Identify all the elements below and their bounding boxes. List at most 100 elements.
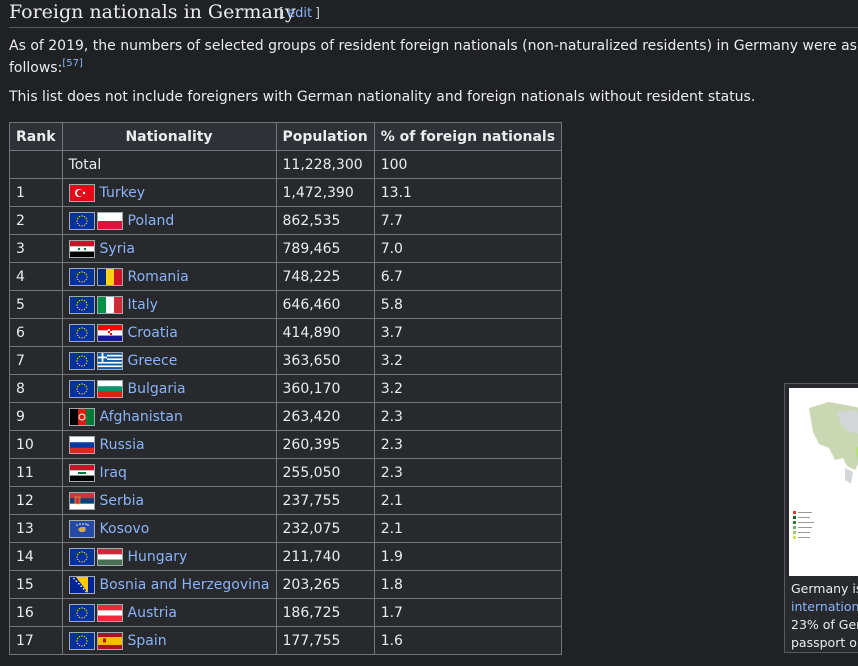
flag[interactable] bbox=[68, 519, 95, 538]
eu-flag-icon bbox=[68, 211, 95, 230]
country-link[interactable]: Kosovo bbox=[99, 520, 150, 537]
population-cell: 363,650 bbox=[275, 346, 375, 375]
table-row: 15 Bosnia and Herzegovina 203,265 1.8 bbox=[9, 570, 563, 599]
flag[interactable] bbox=[68, 407, 95, 426]
table-row: 10 Russia 260,395 2.3 bbox=[9, 430, 563, 459]
edit-bracket-close: ] bbox=[315, 6, 321, 21]
country-link[interactable]: Bosnia and Herzegovina bbox=[99, 576, 270, 593]
flag[interactable] bbox=[68, 295, 123, 314]
percent-cell: 3.2 bbox=[373, 346, 563, 375]
foreign-nationals-table: Rank Nationality Population % of foreign… bbox=[9, 122, 563, 655]
syria-flag-icon bbox=[68, 239, 95, 258]
world-map-image[interactable] bbox=[789, 388, 858, 576]
percent-header[interactable]: % of foreign nationals bbox=[373, 122, 563, 151]
rank-cell: 2 bbox=[9, 206, 63, 235]
country-link[interactable]: Austria bbox=[127, 604, 177, 621]
rank-cell: 17 bbox=[9, 626, 63, 655]
nationality-header[interactable]: Nationality bbox=[61, 122, 277, 151]
country-link[interactable]: Bulgaria bbox=[127, 380, 186, 397]
rank-cell: 12 bbox=[9, 486, 63, 515]
nationality: Poland bbox=[68, 211, 270, 230]
nationality: Romania bbox=[68, 267, 270, 286]
country-link[interactable]: Spain bbox=[127, 632, 167, 649]
flag[interactable] bbox=[68, 603, 123, 622]
nationality-cell: Italy bbox=[61, 290, 277, 319]
caption-link[interactable]: internation bbox=[791, 599, 858, 614]
flag[interactable] bbox=[68, 267, 123, 286]
romania-flag-icon bbox=[96, 267, 123, 286]
world-map-icon bbox=[789, 388, 858, 576]
reference-link[interactable]: [57] bbox=[62, 58, 83, 69]
country-link[interactable]: Italy bbox=[127, 296, 158, 313]
population-header[interactable]: Population bbox=[275, 122, 375, 151]
caption-line-3: 23% of Ger bbox=[791, 617, 858, 632]
rank-header[interactable]: Rank bbox=[9, 122, 63, 151]
country-link[interactable]: Poland bbox=[127, 212, 175, 229]
country-link[interactable]: Afghanistan bbox=[99, 408, 183, 425]
country-link[interactable]: Iraq bbox=[99, 464, 127, 481]
nationality-cell: Austria bbox=[61, 598, 277, 627]
spain-flag-icon bbox=[96, 631, 123, 650]
flag[interactable] bbox=[68, 575, 95, 594]
nationality: Turkey bbox=[68, 183, 270, 202]
nationality: Hungary bbox=[68, 547, 270, 566]
iraq-flag-icon bbox=[68, 463, 95, 482]
flag[interactable] bbox=[68, 323, 123, 342]
rank-cell: 13 bbox=[9, 514, 63, 543]
flag[interactable] bbox=[68, 239, 95, 258]
table-row: 8 Bulgaria 360,170 3.2 bbox=[9, 374, 563, 403]
section-title: Foreign nationals in Germany bbox=[9, 1, 296, 23]
nationality-cell: Afghanistan bbox=[61, 402, 277, 431]
nationality: Kosovo bbox=[68, 519, 270, 538]
nationality-cell: Croatia bbox=[61, 318, 277, 347]
nationality-cell: Serbia bbox=[61, 486, 277, 515]
caption-line-1: Germany is bbox=[791, 581, 858, 596]
percent-cell: 7.0 bbox=[373, 234, 563, 263]
table-row: 5 Italy 646,460 5.8 bbox=[9, 290, 563, 319]
country-link[interactable]: Serbia bbox=[99, 492, 145, 509]
population-cell: 232,075 bbox=[275, 514, 375, 543]
flag[interactable] bbox=[68, 631, 123, 650]
country-link[interactable]: Romania bbox=[127, 268, 189, 285]
rank-cell: 10 bbox=[9, 430, 63, 459]
percent-cell: 1.9 bbox=[373, 542, 563, 571]
flag[interactable] bbox=[68, 463, 95, 482]
flag[interactable] bbox=[68, 183, 95, 202]
eu-flag-icon bbox=[68, 603, 95, 622]
nationality-cell: Turkey bbox=[61, 178, 277, 207]
country-link[interactable]: Hungary bbox=[127, 548, 188, 565]
percent-cell: 3.7 bbox=[373, 318, 563, 347]
population-cell: 360,170 bbox=[275, 374, 375, 403]
table-row: 6 Croatia 414,890 3.7 bbox=[9, 318, 563, 347]
flag[interactable] bbox=[68, 435, 95, 454]
table-row: 13 Kosovo 232,075 2.1 bbox=[9, 514, 563, 543]
turkey-flag-icon bbox=[68, 183, 95, 202]
country-link[interactable]: Russia bbox=[99, 436, 145, 453]
flag[interactable] bbox=[68, 211, 123, 230]
reference-superscript: [57] bbox=[62, 58, 83, 69]
country-link[interactable]: Croatia bbox=[127, 324, 178, 341]
afghanistan-flag-icon bbox=[68, 407, 95, 426]
flag[interactable] bbox=[68, 379, 123, 398]
total-label: Total bbox=[61, 150, 277, 179]
edit-link[interactable]: edit bbox=[287, 6, 313, 21]
percent-cell: 2.1 bbox=[373, 514, 563, 543]
flag[interactable] bbox=[68, 547, 123, 566]
eu-flag-icon bbox=[68, 295, 95, 314]
percent-cell: 1.7 bbox=[373, 598, 563, 627]
population-cell: 263,420 bbox=[275, 402, 375, 431]
table-row: 3 Syria 789,465 7.0 bbox=[9, 234, 563, 263]
nationality: Afghanistan bbox=[68, 407, 270, 426]
country-link[interactable]: Turkey bbox=[99, 184, 146, 201]
population-cell: 789,465 bbox=[275, 234, 375, 263]
caption-line-4: passport or bbox=[791, 635, 858, 650]
country-link[interactable]: Greece bbox=[127, 352, 178, 369]
nationality-cell: Kosovo bbox=[61, 514, 277, 543]
nationality-cell: Greece bbox=[61, 346, 277, 375]
intro-follows-text: follows: bbox=[9, 60, 63, 76]
greece-flag-icon bbox=[96, 351, 123, 370]
country-link[interactable]: Syria bbox=[99, 240, 135, 257]
rank-cell: 1 bbox=[9, 178, 63, 207]
flag[interactable] bbox=[68, 351, 123, 370]
flag[interactable] bbox=[68, 491, 95, 510]
